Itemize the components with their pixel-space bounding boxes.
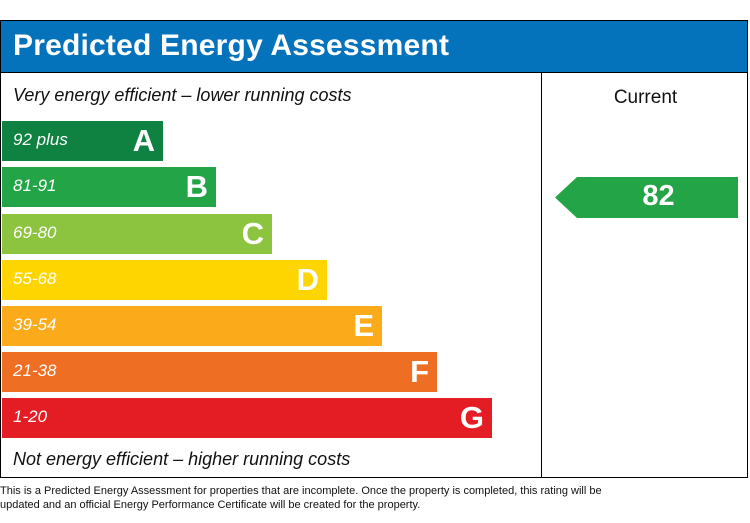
band-letter: E — [353, 308, 374, 343]
rating-band-a: 92 plus A — [2, 121, 163, 161]
energy-chart-frame: Predicted Energy Assessment Very energy … — [0, 20, 748, 478]
rating-band-g: 1-20 G — [2, 398, 492, 438]
column-divider — [541, 73, 542, 478]
band-range-label: 92 plus — [13, 130, 68, 149]
band-range-label: 39-54 — [13, 315, 57, 334]
band-range-label: 55-68 — [13, 269, 57, 288]
rating-band-d: 55-68 D — [2, 260, 327, 300]
band-letter: B — [185, 169, 208, 204]
rating-band-b: 81-91 B — [2, 167, 216, 207]
current-column-heading: Current — [613, 87, 678, 108]
current-rating-value: 82 — [642, 180, 675, 212]
current-arrow-shape — [555, 177, 738, 218]
band-letter: C — [241, 216, 264, 251]
band-letter: F — [410, 354, 429, 389]
rating-band-f: 21-38 F — [2, 352, 437, 392]
chart-header: Predicted Energy Assessment — [1, 21, 747, 73]
top-caption: Very energy efficient – lower running co… — [13, 85, 352, 105]
band-letter: G — [459, 400, 484, 435]
chart-title: Predicted Energy Assessment — [13, 29, 450, 62]
band-range-label: 69-80 — [13, 223, 57, 242]
band-range-label: 21-38 — [13, 361, 57, 380]
band-letter: D — [296, 262, 319, 297]
rating-band-e: 39-54 E — [2, 306, 382, 346]
band-range-label: 81-91 — [13, 176, 57, 195]
rating-band-c: 69-80 C — [2, 214, 272, 254]
current-rating-arrow: 82 — [555, 177, 738, 218]
band-range-label: 1-20 — [13, 407, 48, 426]
bottom-caption: Not energy efficient – higher running co… — [13, 449, 351, 469]
footnote: This is a Predicted Energy Assessment fo… — [0, 485, 602, 511]
band-letter: A — [132, 123, 155, 158]
